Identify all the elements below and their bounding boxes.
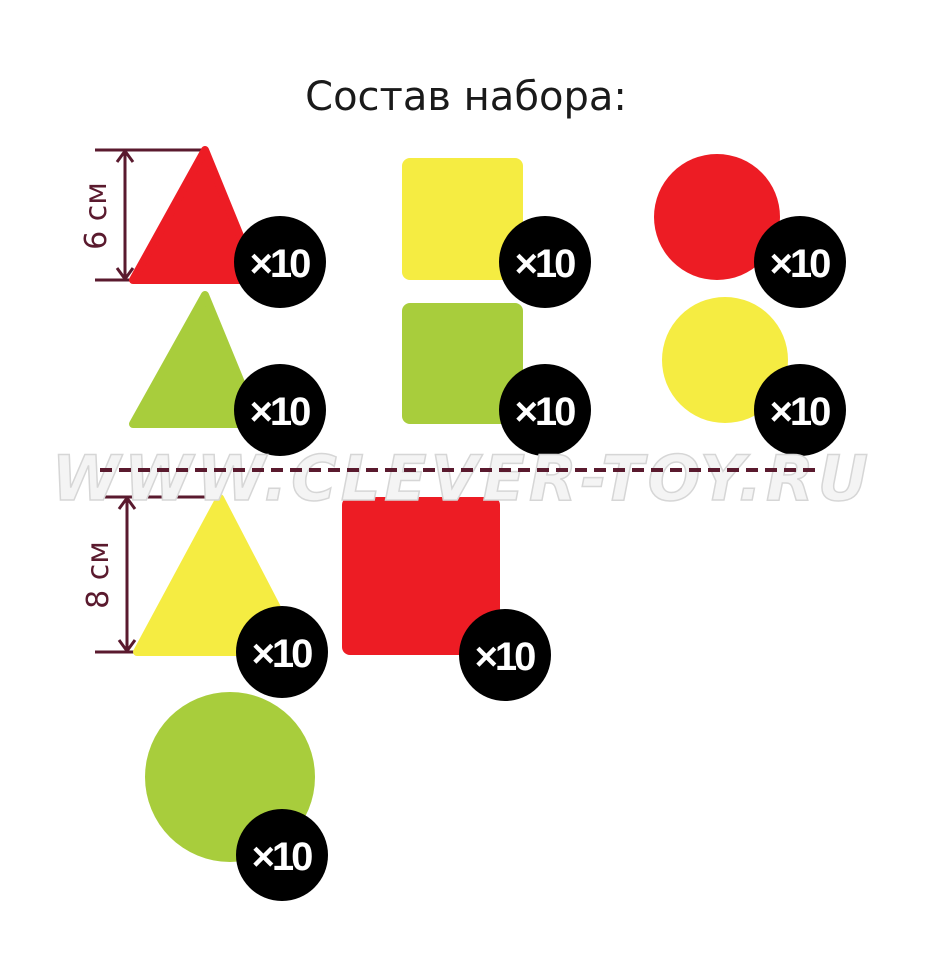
set-item-green-square: ×10 — [402, 303, 591, 456]
count-badge — [754, 216, 846, 308]
red-square-shape — [342, 497, 500, 655]
count-badge-label: ×10 — [252, 835, 313, 879]
count-badge-label: ×10 — [515, 242, 576, 286]
dimension-6cm — [95, 148, 205, 282]
set-item-yellow-triangle: ×10 — [133, 494, 328, 698]
count-badge-label: ×10 — [250, 242, 311, 286]
count-badge — [234, 364, 326, 456]
count-badge — [754, 364, 846, 456]
green-square-shape — [402, 303, 523, 424]
set-item-green-circle: ×10 — [145, 692, 328, 901]
count-badge — [459, 609, 551, 701]
count-badge-label: ×10 — [250, 390, 311, 434]
watermark: WWW.CLEVER-TOY.RU — [52, 442, 872, 515]
dimension-label-8cm: 8 см — [81, 541, 116, 609]
count-badge — [236, 809, 328, 901]
set-item-yellow-circle: ×10 — [662, 297, 846, 456]
set-item-yellow-square: ×10 — [402, 158, 591, 308]
count-badge-label: ×10 — [475, 635, 536, 679]
count-badge — [234, 216, 326, 308]
set-item-red-circle: ×10 — [654, 154, 846, 308]
dimension-label-6cm: 6 см — [79, 182, 114, 250]
count-badge-label: ×10 — [770, 242, 831, 286]
count-badge — [499, 364, 591, 456]
diagram-title: Состав набора: — [305, 74, 627, 120]
yellow-square-shape — [402, 158, 523, 280]
set-item-red-square: ×10 — [342, 497, 551, 701]
yellow-circle-shape — [662, 297, 788, 423]
set-item-green-triangle: ×10 — [129, 291, 326, 456]
count-badge-label: ×10 — [770, 390, 831, 434]
count-badge-label: ×10 — [252, 632, 313, 676]
red-circle-shape — [654, 154, 780, 280]
green-triangle-shape — [129, 291, 262, 428]
count-badge — [236, 606, 328, 698]
dimension-8cm — [95, 495, 222, 654]
count-badge-label: ×10 — [515, 390, 576, 434]
set-item-red-triangle: ×10 — [129, 146, 326, 308]
count-badge — [499, 216, 591, 308]
red-triangle-shape — [129, 146, 262, 284]
